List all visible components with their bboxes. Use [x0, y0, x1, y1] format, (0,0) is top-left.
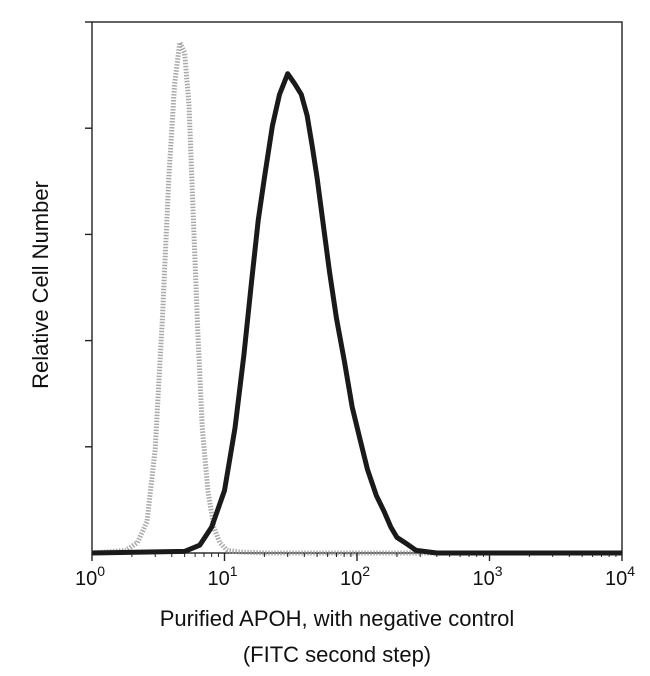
x-tick-label: 102	[340, 563, 370, 590]
x-tick-label: 103	[472, 563, 502, 590]
x-axis-label: Purified APOH, with negative control	[160, 606, 515, 631]
x-tick-label: 101	[207, 563, 237, 590]
series-group	[92, 42, 622, 553]
negative-control-line	[92, 42, 622, 553]
x-ticks: 100 101 102 103 104	[75, 553, 635, 590]
x-axis-label-line2: (FITC second step)	[243, 642, 431, 667]
x-tick-label: 100	[75, 563, 105, 590]
x-tick-label: 104	[605, 563, 635, 590]
plot-frame-group	[92, 22, 622, 553]
y-ticks	[85, 22, 92, 447]
plot-frame	[92, 22, 622, 553]
y-axis-label: Relative Cell Number	[28, 181, 53, 389]
